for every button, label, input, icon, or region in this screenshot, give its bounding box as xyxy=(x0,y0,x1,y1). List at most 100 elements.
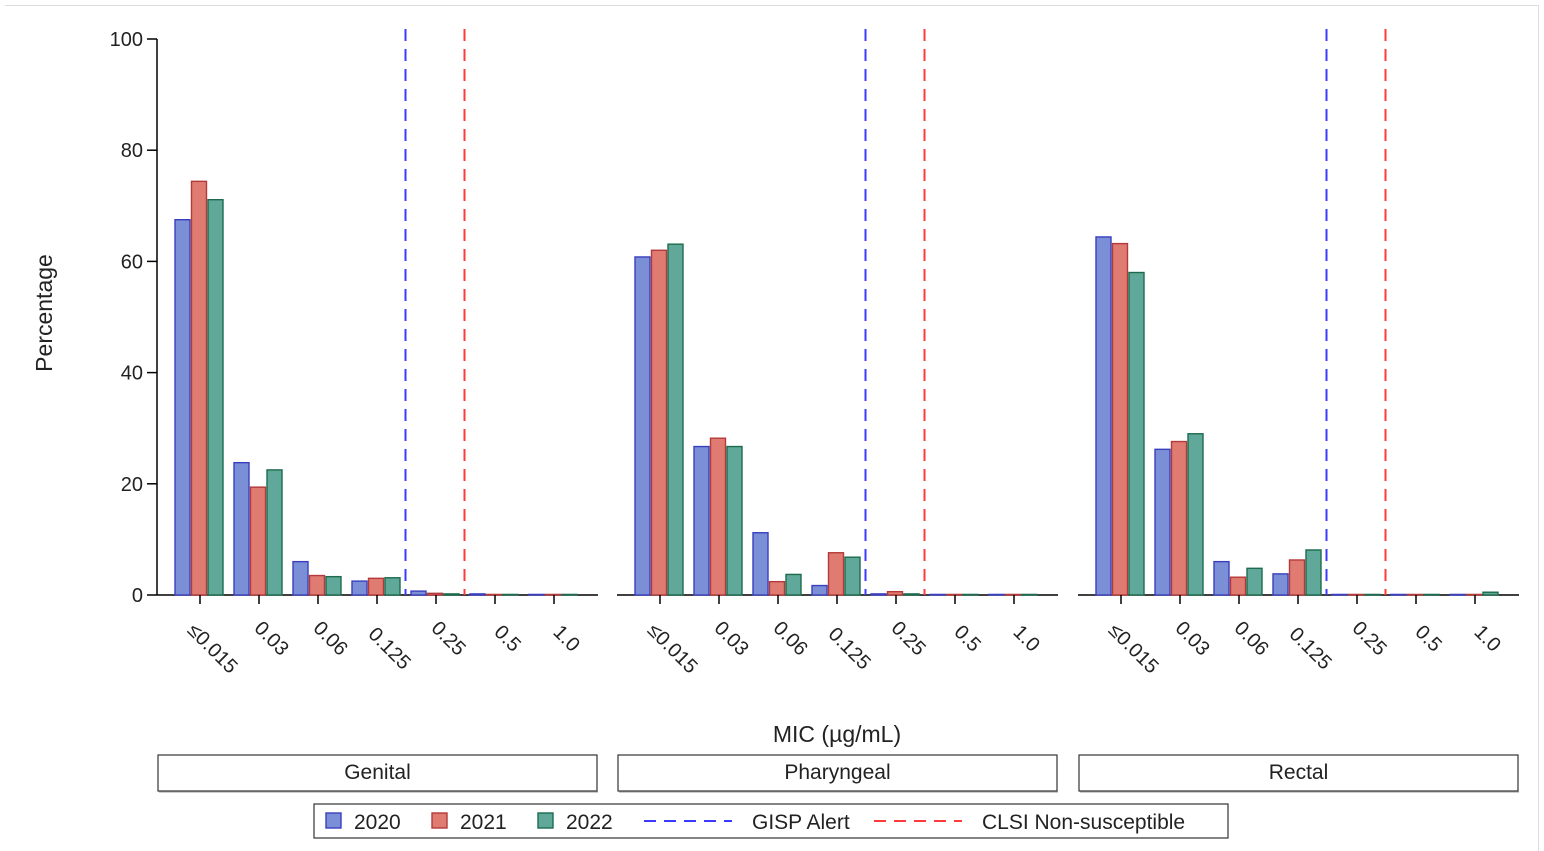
bar-2021 xyxy=(1004,593,1022,596)
bar-2020 xyxy=(292,560,309,596)
bar-2020 xyxy=(752,532,769,596)
bar-2022 xyxy=(1482,591,1499,596)
x-tick-label: 0.03 xyxy=(250,617,293,660)
x-tick-label: 1.0 xyxy=(1009,621,1044,656)
bar-2020 xyxy=(351,580,368,596)
bar-2022 xyxy=(384,577,401,596)
bar-2022 xyxy=(502,593,519,596)
bar-2022 xyxy=(1305,549,1322,596)
x-tick-label: 1.0 xyxy=(549,621,584,656)
y-axis: 0 20 40 60 80 100 xyxy=(110,29,158,607)
bar-2020 xyxy=(1449,593,1466,596)
x-tick-label: 0.5 xyxy=(490,621,525,656)
bar-2020 xyxy=(528,593,545,596)
x-tick-label: ≤0.015 xyxy=(183,619,242,678)
bar-2022 xyxy=(1364,593,1381,596)
bar-2020 xyxy=(410,590,427,596)
legend-label: 2022 xyxy=(566,811,613,834)
x-tick-label: 0.25 xyxy=(1348,617,1391,660)
x-tick-label: 0.06 xyxy=(769,617,812,660)
bar-2020 xyxy=(870,593,887,596)
bar-2020 xyxy=(634,256,651,596)
bar-2022 xyxy=(844,556,861,596)
bar-2022 xyxy=(785,573,802,596)
bar-2021 xyxy=(1465,593,1483,596)
bar-2021 xyxy=(886,590,904,596)
bar-2021 xyxy=(544,593,562,596)
bar-2021 xyxy=(1406,593,1424,596)
bar-2022 xyxy=(726,445,743,596)
y-tick-label: 20 xyxy=(121,474,143,496)
bar-2020 xyxy=(1095,236,1112,596)
panel-genital: ≤0.015 0.03 0.06 0.125 0.25 0.5 1.0 Genital xyxy=(157,29,598,793)
panel-label-box xyxy=(1078,754,1519,792)
y-tick-label: 0 xyxy=(132,585,143,607)
panel-label-box xyxy=(157,754,598,792)
y-tick-label: 80 xyxy=(121,140,143,162)
legend-swatch-2021 xyxy=(431,812,448,829)
panel-label-box xyxy=(617,754,1058,792)
bar-2020 xyxy=(1154,448,1171,596)
bar-2020 xyxy=(811,584,828,596)
bar-2021 xyxy=(367,577,385,596)
x-tick-label: 0.06 xyxy=(309,617,352,660)
bar-2020 xyxy=(1213,560,1230,596)
y-axis-title: Percentage xyxy=(31,254,57,372)
bar-2020 xyxy=(929,593,946,596)
bar-2020 xyxy=(233,461,250,596)
bar-2021 xyxy=(1288,559,1306,596)
y-tick-label: 60 xyxy=(121,251,143,273)
bar-2022 xyxy=(1187,433,1204,596)
bar-2022 xyxy=(962,593,979,596)
legend-label: 2021 xyxy=(460,811,507,834)
bar-2022 xyxy=(1246,567,1263,596)
bar-2022 xyxy=(903,593,920,596)
bar-2020 xyxy=(693,445,710,596)
bar-2020 xyxy=(1272,573,1289,596)
bar-2022 xyxy=(1021,593,1038,596)
bar-2021 xyxy=(768,580,786,596)
x-tick-label: 0.125 xyxy=(1285,623,1336,674)
panel-label: Rectal xyxy=(1269,761,1329,784)
panel-pharyngeal: ≤0.015 0.03 0.06 0.125 0.25 0.5 1.0 Pharyngeal xyxy=(617,29,1058,793)
panel-label: Genital xyxy=(344,761,411,784)
bar-2021 xyxy=(308,574,326,596)
x-tick-label: 0.03 xyxy=(710,617,753,660)
bar-2021 xyxy=(190,180,208,596)
bar-2021 xyxy=(1347,593,1365,596)
panel-rectal: ≤0.015 0.03 0.06 0.125 0.25 0.5 1.0 Rectal xyxy=(1078,29,1519,793)
bar-2020 xyxy=(1390,593,1407,596)
bar-2021 xyxy=(945,593,963,596)
chart-frame xyxy=(5,5,1539,851)
bar-2021 xyxy=(426,592,444,596)
legend-swatch-2020 xyxy=(325,812,342,829)
x-tick-label: ≤0.015 xyxy=(1104,619,1163,678)
bar-2022 xyxy=(667,243,684,596)
bar-2021 xyxy=(709,437,727,596)
x-tick-label: 0.125 xyxy=(364,623,415,674)
panel-label: Pharyngeal xyxy=(784,761,890,784)
bar-2022 xyxy=(207,198,224,596)
bar-2022 xyxy=(1128,271,1145,596)
bar-2021 xyxy=(1229,576,1247,596)
bar-2022 xyxy=(443,593,460,596)
x-tick-label: 0.25 xyxy=(887,617,930,660)
x-tick-label: 0.5 xyxy=(1411,621,1446,656)
y-tick-label: 40 xyxy=(121,363,143,385)
bar-2020 xyxy=(1331,593,1348,596)
legend: 2020 2021 2022 GISP Alert CLSI Non-susceptib… xyxy=(313,803,1229,839)
y-tick-label: 100 xyxy=(110,29,143,51)
bar-2022 xyxy=(561,593,578,596)
legend-label: GISP Alert xyxy=(752,811,850,834)
bar-2022 xyxy=(266,469,283,596)
x-tick-label: 0.03 xyxy=(1171,617,1214,660)
x-axis-title: MIC (µg/mL) xyxy=(773,721,901,747)
bar-2020 xyxy=(174,218,191,596)
bar-2021 xyxy=(249,486,267,596)
bar-2020 xyxy=(988,593,1005,596)
x-tick-label: 0.25 xyxy=(427,617,470,660)
legend-box xyxy=(313,803,1229,839)
bar-2020 xyxy=(469,593,486,596)
legend-label: CLSI Non-susceptible xyxy=(982,811,1185,834)
